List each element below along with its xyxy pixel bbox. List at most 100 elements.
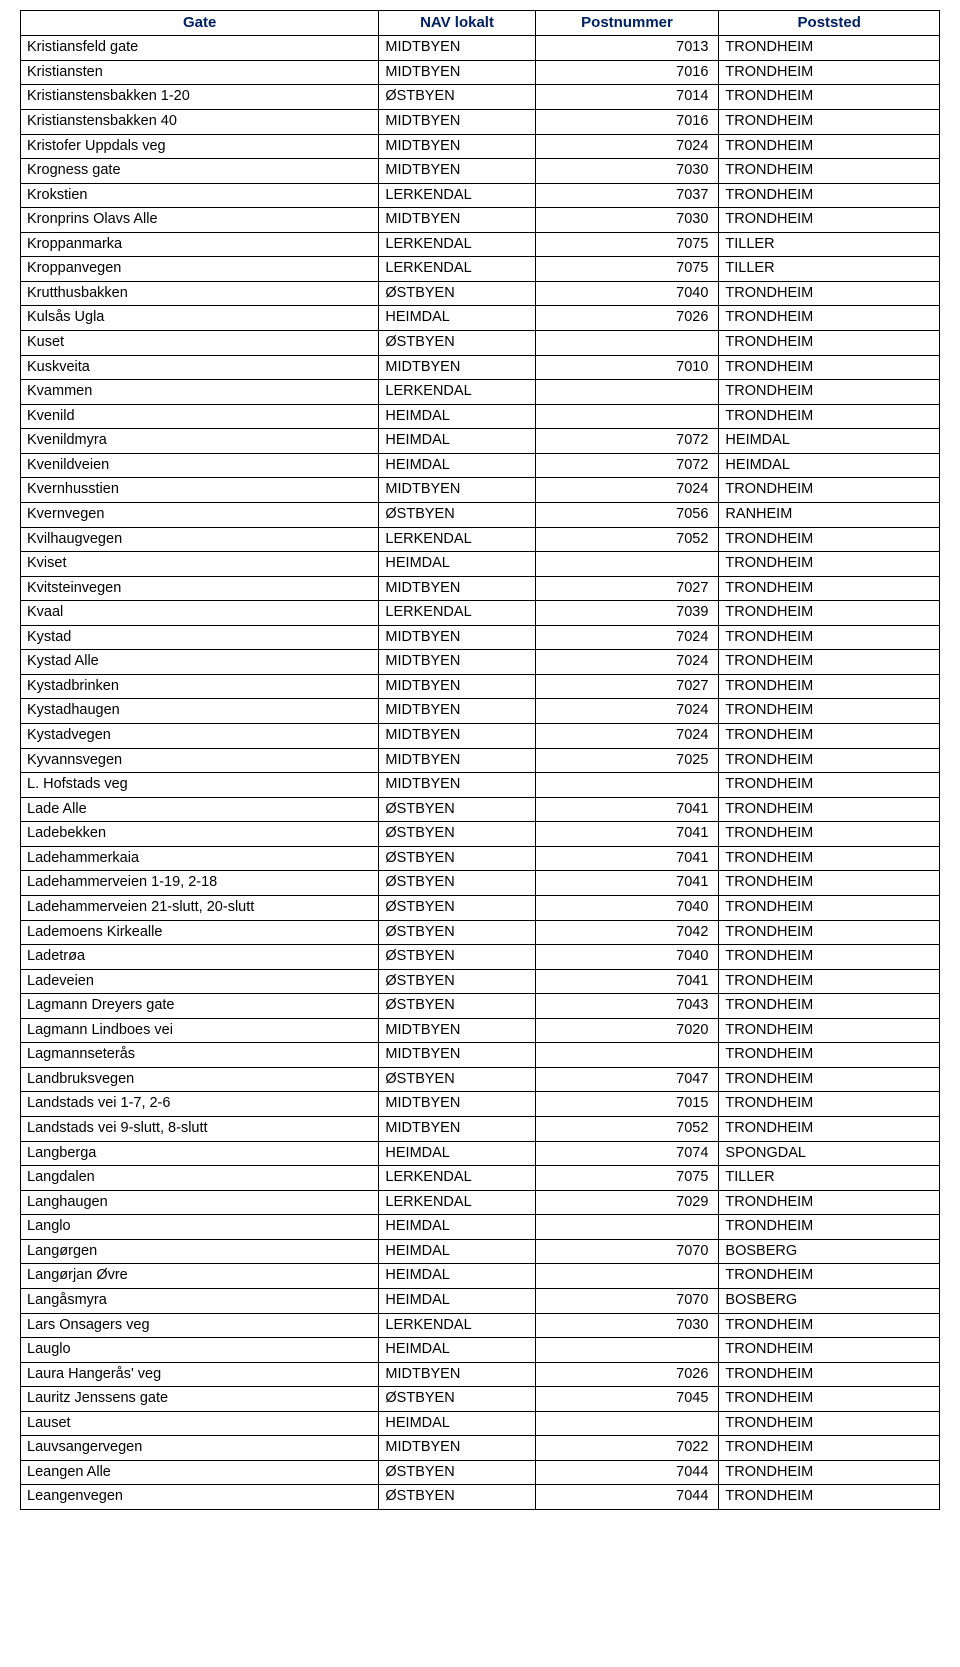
table-row: Kulsås UglaHEIMDAL7026TRONDHEIM xyxy=(21,306,940,331)
cell-postnummer: 7075 xyxy=(535,232,719,257)
cell-gate: Lauvsangervegen xyxy=(21,1436,379,1461)
cell-poststed: TRONDHEIM xyxy=(719,724,940,749)
cell-gate: Kronprins Olavs Alle xyxy=(21,208,379,233)
cell-nav-lokalt: ØSTBYEN xyxy=(379,945,535,970)
cell-postnummer: 7015 xyxy=(535,1092,719,1117)
cell-poststed: TRONDHEIM xyxy=(719,650,940,675)
cell-postnummer: 7027 xyxy=(535,674,719,699)
cell-postnummer: 7042 xyxy=(535,920,719,945)
cell-nav-lokalt: MIDTBYEN xyxy=(379,60,535,85)
cell-nav-lokalt: LERKENDAL xyxy=(379,1166,535,1191)
cell-poststed: TRONDHEIM xyxy=(719,552,940,577)
cell-postnummer: 7072 xyxy=(535,429,719,454)
cell-gate: Kystad Alle xyxy=(21,650,379,675)
table-row: KvenildHEIMDALTRONDHEIM xyxy=(21,404,940,429)
cell-postnummer: 7026 xyxy=(535,1362,719,1387)
cell-postnummer: 7014 xyxy=(535,85,719,110)
table-row: LangåsmyraHEIMDAL7070BOSBERG xyxy=(21,1288,940,1313)
cell-nav-lokalt: HEIMDAL xyxy=(379,1264,535,1289)
cell-gate: Landstads vei 9-slutt, 8-slutt xyxy=(21,1117,379,1142)
cell-gate: Kroppanmarka xyxy=(21,232,379,257)
table-row: LadebekkenØSTBYEN7041TRONDHEIM xyxy=(21,822,940,847)
cell-postnummer: 7056 xyxy=(535,502,719,527)
cell-gate: Langørjan Øvre xyxy=(21,1264,379,1289)
table-row: KroppanmarkaLERKENDAL7075TILLER xyxy=(21,232,940,257)
table-row: KvitsteinvegenMIDTBYEN7027TRONDHEIM xyxy=(21,576,940,601)
cell-nav-lokalt: ØSTBYEN xyxy=(379,1485,535,1510)
cell-gate: Lademoens Kirkealle xyxy=(21,920,379,945)
cell-gate: Kristianstensbakken 40 xyxy=(21,109,379,134)
table-row: KvernhusstienMIDTBYEN7024TRONDHEIM xyxy=(21,478,940,503)
table-row: KystadMIDTBYEN7024TRONDHEIM xyxy=(21,625,940,650)
cell-poststed: TRONDHEIM xyxy=(719,1215,940,1240)
cell-poststed: RANHEIM xyxy=(719,502,940,527)
cell-poststed: TRONDHEIM xyxy=(719,674,940,699)
table-row: LangørgenHEIMDAL7070BOSBERG xyxy=(21,1239,940,1264)
cell-poststed: TRONDHEIM xyxy=(719,1485,940,1510)
table-row: KyvannsvegenMIDTBYEN7025TRONDHEIM xyxy=(21,748,940,773)
cell-gate: Kuset xyxy=(21,331,379,356)
cell-postnummer: 7024 xyxy=(535,699,719,724)
cell-poststed: TRONDHEIM xyxy=(719,355,940,380)
cell-gate: Krutthusbakken xyxy=(21,281,379,306)
table-row: Lars Onsagers vegLERKENDAL7030TRONDHEIM xyxy=(21,1313,940,1338)
cell-gate: Ladehammerveien 21-slutt, 20-slutt xyxy=(21,895,379,920)
table-row: KvammenLERKENDALTRONDHEIM xyxy=(21,380,940,405)
cell-gate: Lauritz Jenssens gate xyxy=(21,1387,379,1412)
cell-poststed: TRONDHEIM xyxy=(719,1411,940,1436)
table-row: LangdalenLERKENDAL7075TILLER xyxy=(21,1166,940,1191)
cell-poststed: TRONDHEIM xyxy=(719,1018,940,1043)
cell-nav-lokalt: MIDTBYEN xyxy=(379,650,535,675)
cell-poststed: TRONDHEIM xyxy=(719,625,940,650)
cell-nav-lokalt: ØSTBYEN xyxy=(379,969,535,994)
cell-gate: Kuskveita xyxy=(21,355,379,380)
cell-nav-lokalt: HEIMDAL xyxy=(379,429,535,454)
cell-postnummer xyxy=(535,773,719,798)
page: Gate NAV lokalt Postnummer Poststed Kris… xyxy=(0,0,960,1530)
cell-gate: Kristiansten xyxy=(21,60,379,85)
cell-postnummer: 7072 xyxy=(535,453,719,478)
cell-gate: Kystadbrinken xyxy=(21,674,379,699)
table-row: LaugloHEIMDALTRONDHEIM xyxy=(21,1338,940,1363)
cell-nav-lokalt: MIDTBYEN xyxy=(379,478,535,503)
cell-poststed: TRONDHEIM xyxy=(719,1338,940,1363)
table-row: Kristiansfeld gateMIDTBYEN7013TRONDHEIM xyxy=(21,36,940,61)
table-row: Laura Hangerås' vegMIDTBYEN7026TRONDHEIM xyxy=(21,1362,940,1387)
cell-postnummer: 7040 xyxy=(535,945,719,970)
col-header-poststed: Poststed xyxy=(719,11,940,36)
table-row: Kystad AlleMIDTBYEN7024TRONDHEIM xyxy=(21,650,940,675)
col-header-gate: Gate xyxy=(21,11,379,36)
table-row: Lauritz Jenssens gateØSTBYEN7045TRONDHEI… xyxy=(21,1387,940,1412)
cell-postnummer: 7044 xyxy=(535,1485,719,1510)
cell-postnummer: 7052 xyxy=(535,527,719,552)
table-row: KvisetHEIMDALTRONDHEIM xyxy=(21,552,940,577)
cell-postnummer xyxy=(535,380,719,405)
cell-gate: Lagmannseterås xyxy=(21,1043,379,1068)
table-row: Kristianstensbakken 1-20ØSTBYEN7014TROND… xyxy=(21,85,940,110)
cell-nav-lokalt: MIDTBYEN xyxy=(379,355,535,380)
cell-postnummer: 7070 xyxy=(535,1239,719,1264)
cell-poststed: TRONDHEIM xyxy=(719,404,940,429)
cell-postnummer: 7026 xyxy=(535,306,719,331)
cell-postnummer: 7024 xyxy=(535,724,719,749)
cell-gate: Lars Onsagers veg xyxy=(21,1313,379,1338)
cell-gate: Leangen Alle xyxy=(21,1460,379,1485)
table-row: KystadhaugenMIDTBYEN7024TRONDHEIM xyxy=(21,699,940,724)
cell-nav-lokalt: HEIMDAL xyxy=(379,1239,535,1264)
table-row: KusetØSTBYENTRONDHEIM xyxy=(21,331,940,356)
cell-nav-lokalt: HEIMDAL xyxy=(379,1411,535,1436)
cell-gate: Kystadhaugen xyxy=(21,699,379,724)
cell-nav-lokalt: MIDTBYEN xyxy=(379,699,535,724)
cell-postnummer: 7039 xyxy=(535,601,719,626)
cell-postnummer: 7022 xyxy=(535,1436,719,1461)
cell-poststed: TRONDHEIM xyxy=(719,1190,940,1215)
table-row: KvenildmyraHEIMDAL7072HEIMDAL xyxy=(21,429,940,454)
cell-postnummer: 7040 xyxy=(535,281,719,306)
cell-nav-lokalt: ØSTBYEN xyxy=(379,1067,535,1092)
cell-poststed: TRONDHEIM xyxy=(719,1117,940,1142)
cell-nav-lokalt: LERKENDAL xyxy=(379,380,535,405)
cell-nav-lokalt: ØSTBYEN xyxy=(379,871,535,896)
cell-gate: Kristofer Uppdals veg xyxy=(21,134,379,159)
cell-postnummer: 7016 xyxy=(535,60,719,85)
cell-poststed: TRONDHEIM xyxy=(719,85,940,110)
